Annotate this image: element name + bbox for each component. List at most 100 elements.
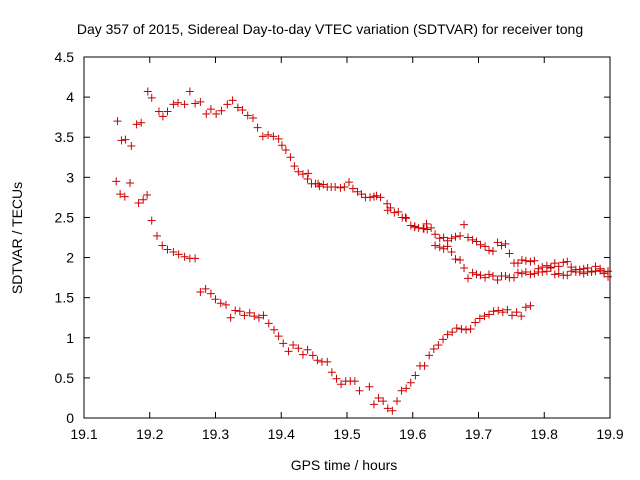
- data-point: [456, 255, 465, 264]
- data-point: [591, 262, 600, 271]
- data-point: [526, 301, 535, 310]
- data-point: [443, 242, 452, 251]
- data-point: [394, 207, 403, 216]
- data-point: [174, 98, 183, 107]
- y-tick-label: 0: [66, 410, 74, 426]
- data-point: [281, 146, 290, 155]
- data-point: [429, 345, 438, 354]
- data-point: [463, 274, 472, 283]
- data-point: [264, 319, 273, 328]
- data-point: [258, 132, 267, 141]
- data-point: [222, 300, 231, 309]
- data-point: [488, 247, 497, 256]
- data-point: [526, 270, 535, 279]
- data-point: [575, 267, 584, 276]
- data-point: [550, 270, 559, 279]
- data-point: [264, 130, 273, 139]
- data-point: [383, 199, 392, 208]
- data-point: [174, 250, 183, 259]
- data-point: [206, 105, 215, 114]
- data-point: [517, 312, 526, 321]
- data-point: [439, 233, 448, 242]
- data-point: [116, 190, 125, 199]
- data-point: [476, 240, 485, 249]
- data-point: [471, 318, 480, 327]
- data-point: [579, 269, 588, 278]
- data-point: [431, 230, 440, 239]
- y-axis-label: SDTVAR / TECUs: [9, 182, 25, 294]
- data-point: [411, 371, 420, 380]
- data-point: [517, 255, 526, 264]
- data-point: [466, 324, 475, 333]
- data-point: [475, 314, 484, 323]
- x-axis-label: GPS time / hours: [291, 457, 398, 473]
- data-point: [448, 328, 457, 337]
- data-point: [521, 267, 530, 276]
- data-point: [216, 299, 225, 308]
- data-point: [452, 324, 461, 333]
- data-point: [355, 386, 364, 395]
- data-point: [546, 263, 555, 272]
- data-point: [369, 400, 378, 409]
- data-point: [336, 183, 345, 192]
- data-point: [270, 325, 279, 334]
- data-point: [163, 245, 172, 254]
- data-point: [402, 384, 411, 393]
- data-point: [406, 378, 415, 387]
- y-tick-label: 3: [66, 169, 74, 185]
- data-point: [290, 162, 299, 171]
- data-point: [414, 223, 423, 232]
- data-point: [501, 272, 510, 281]
- data-point: [510, 273, 519, 282]
- x-tick-label: 19.3: [202, 426, 229, 442]
- y-tick-label: 3.5: [55, 129, 75, 145]
- y-tick-label: 4.5: [55, 49, 75, 65]
- data-point: [559, 258, 568, 267]
- data-point: [472, 237, 481, 246]
- data-point: [158, 241, 167, 250]
- data-point: [344, 178, 353, 187]
- data-point: [132, 120, 141, 129]
- data-point: [503, 305, 512, 314]
- data-point: [235, 307, 244, 316]
- data-point: [348, 184, 357, 193]
- data-point: [388, 406, 397, 415]
- data-point: [488, 272, 497, 281]
- data-point: [147, 216, 156, 225]
- x-tick-label: 19.7: [465, 426, 492, 442]
- data-point: [481, 273, 490, 282]
- data-point: [402, 214, 411, 223]
- data-point: [366, 193, 375, 202]
- data-point: [286, 153, 295, 162]
- data-point: [489, 307, 498, 316]
- data-point: [259, 311, 268, 320]
- data-point: [410, 222, 419, 231]
- data-point: [228, 96, 237, 105]
- data-point: [494, 306, 503, 315]
- x-tick-label: 19.5: [333, 426, 360, 442]
- data-point: [284, 347, 293, 356]
- data-point: [226, 313, 235, 322]
- data-point: [542, 267, 551, 276]
- data-point: [406, 221, 415, 230]
- data-point: [397, 386, 406, 395]
- data-point: [493, 238, 502, 247]
- data-point: [331, 182, 340, 191]
- data-point: [447, 234, 456, 243]
- data-point: [202, 109, 211, 118]
- data-point: [554, 262, 563, 271]
- data-point: [530, 256, 539, 265]
- data-point: [201, 284, 210, 293]
- data-point: [314, 179, 323, 188]
- data-point: [254, 313, 263, 322]
- data-point: [245, 308, 254, 317]
- y-tick-label: 4: [66, 89, 74, 105]
- data-point: [431, 241, 440, 250]
- data-point: [304, 169, 313, 178]
- data-point: [505, 249, 514, 258]
- data-point: [392, 397, 401, 406]
- data-point: [521, 303, 530, 312]
- data-point: [303, 345, 312, 354]
- data-point: [427, 223, 436, 232]
